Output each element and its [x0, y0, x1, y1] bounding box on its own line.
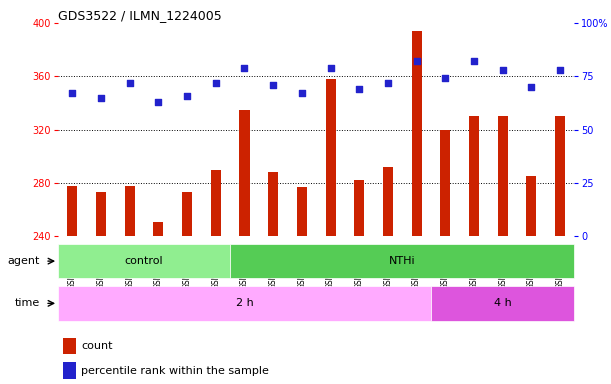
- Bar: [469, 116, 479, 236]
- Point: [412, 58, 422, 65]
- Point: [527, 84, 536, 90]
- Text: count: count: [81, 341, 113, 351]
- Point: [125, 79, 134, 86]
- Bar: [383, 167, 393, 236]
- Bar: [297, 187, 307, 236]
- Bar: [268, 172, 278, 236]
- Text: 4 h: 4 h: [494, 298, 511, 308]
- Point: [182, 93, 192, 99]
- Bar: [58, 244, 230, 278]
- Bar: [125, 185, 135, 236]
- Point: [326, 65, 335, 71]
- Bar: [555, 116, 565, 236]
- Bar: [63, 362, 76, 379]
- Text: percentile rank within the sample: percentile rank within the sample: [81, 366, 269, 376]
- Point: [96, 94, 106, 101]
- Point: [441, 75, 450, 81]
- Bar: [153, 222, 164, 236]
- Point: [153, 99, 163, 105]
- Point: [555, 67, 565, 73]
- Bar: [354, 180, 364, 236]
- Bar: [326, 79, 335, 236]
- Bar: [497, 116, 508, 236]
- Text: NTHi: NTHi: [389, 256, 415, 266]
- Bar: [431, 286, 574, 321]
- Text: control: control: [125, 256, 163, 266]
- Bar: [58, 286, 431, 321]
- Point: [469, 58, 479, 65]
- Point: [240, 65, 249, 71]
- Point: [211, 79, 221, 86]
- Bar: [240, 109, 249, 236]
- Text: agent: agent: [7, 256, 40, 266]
- Bar: [96, 192, 106, 236]
- Bar: [230, 244, 574, 278]
- Bar: [67, 185, 78, 236]
- Text: GDS3522 / ILMN_1224005: GDS3522 / ILMN_1224005: [58, 9, 222, 22]
- Point: [383, 79, 393, 86]
- Bar: [63, 338, 76, 354]
- Bar: [526, 176, 536, 236]
- Bar: [412, 31, 422, 236]
- Point: [67, 90, 77, 96]
- Point: [498, 67, 508, 73]
- Bar: [211, 170, 221, 236]
- Point: [354, 86, 364, 92]
- Point: [268, 82, 278, 88]
- Bar: [441, 129, 450, 236]
- Point: [297, 90, 307, 96]
- Text: 2 h: 2 h: [236, 298, 254, 308]
- Text: time: time: [15, 298, 40, 308]
- Bar: [182, 192, 192, 236]
